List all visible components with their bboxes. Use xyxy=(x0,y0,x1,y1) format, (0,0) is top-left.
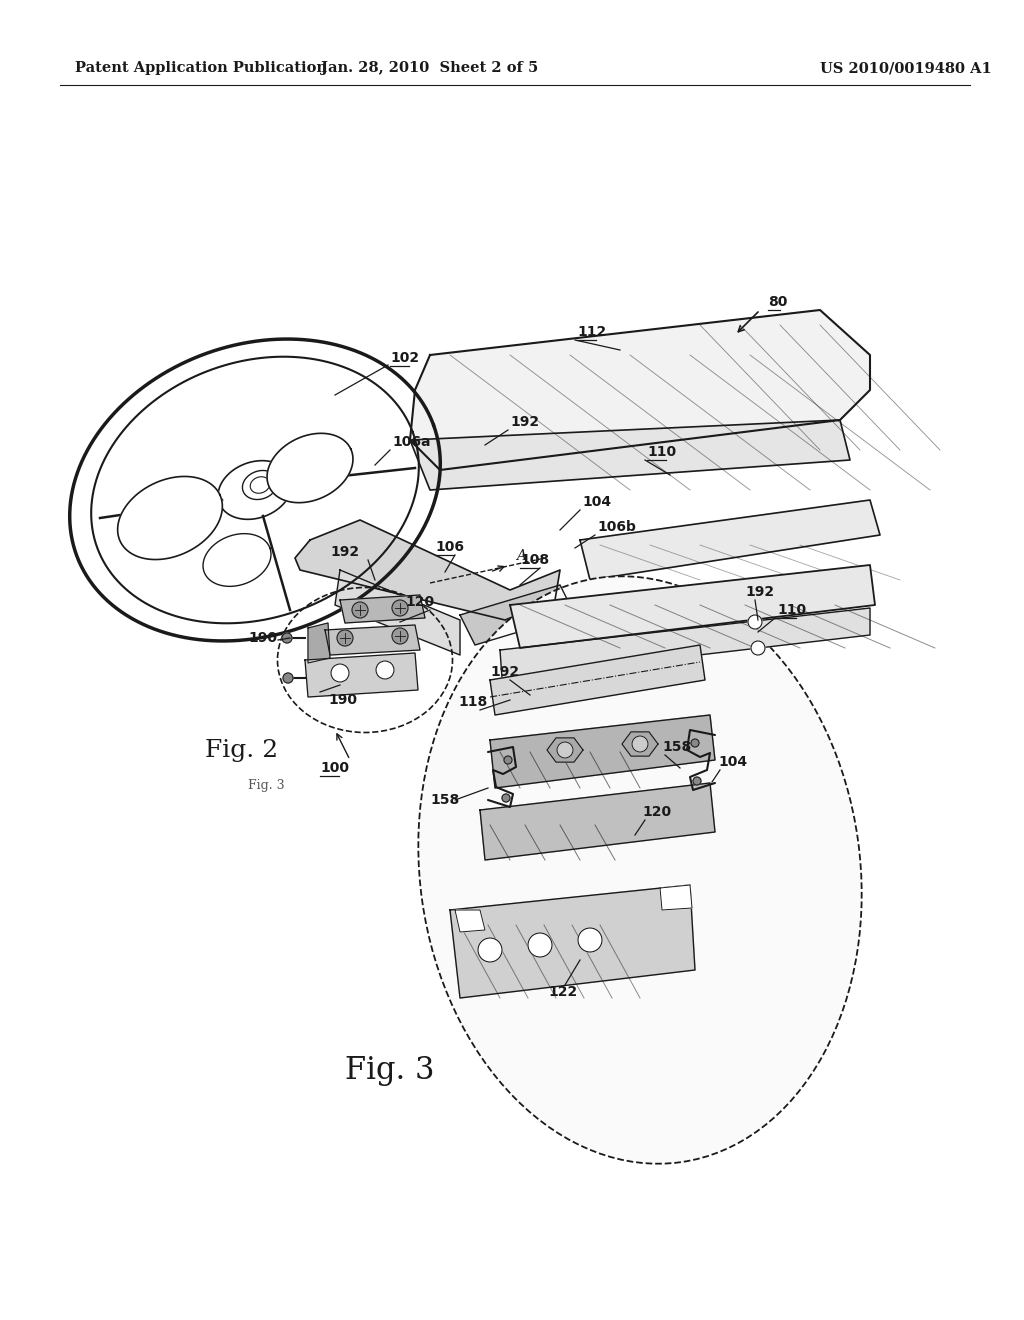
Text: 110: 110 xyxy=(777,603,806,616)
Polygon shape xyxy=(410,420,850,490)
Circle shape xyxy=(352,602,368,618)
Polygon shape xyxy=(267,433,353,503)
Ellipse shape xyxy=(419,577,861,1164)
Circle shape xyxy=(376,661,394,678)
Text: US 2010/0019480 A1: US 2010/0019480 A1 xyxy=(820,61,992,75)
Text: Fig. 3: Fig. 3 xyxy=(345,1055,435,1085)
Text: 108: 108 xyxy=(520,553,549,568)
Text: 106a: 106a xyxy=(392,436,430,449)
Text: 100: 100 xyxy=(319,762,349,775)
Text: 120: 120 xyxy=(642,805,671,818)
Polygon shape xyxy=(325,624,420,655)
Text: A: A xyxy=(516,549,526,564)
Text: 104: 104 xyxy=(582,495,611,510)
Text: 158: 158 xyxy=(430,793,459,807)
Text: 120: 120 xyxy=(406,595,434,609)
Text: 118: 118 xyxy=(458,696,487,709)
Polygon shape xyxy=(622,731,658,756)
Circle shape xyxy=(283,673,293,682)
Text: 112: 112 xyxy=(577,325,606,339)
Text: 190: 190 xyxy=(328,693,357,708)
Text: 192: 192 xyxy=(745,585,774,599)
Circle shape xyxy=(478,939,502,962)
Polygon shape xyxy=(510,565,874,648)
Circle shape xyxy=(578,928,602,952)
Circle shape xyxy=(632,737,648,752)
Text: Jan. 28, 2010  Sheet 2 of 5: Jan. 28, 2010 Sheet 2 of 5 xyxy=(322,61,539,75)
Polygon shape xyxy=(480,783,715,861)
Circle shape xyxy=(528,933,552,957)
Circle shape xyxy=(751,642,765,655)
Polygon shape xyxy=(308,623,330,663)
Polygon shape xyxy=(335,570,460,655)
Polygon shape xyxy=(450,884,695,998)
Text: 106b: 106b xyxy=(597,520,636,535)
Polygon shape xyxy=(660,884,692,909)
Text: 110: 110 xyxy=(647,445,676,459)
Polygon shape xyxy=(547,738,583,762)
Circle shape xyxy=(557,742,573,758)
Polygon shape xyxy=(580,500,880,579)
Text: Fig. 3: Fig. 3 xyxy=(248,779,285,792)
Polygon shape xyxy=(295,520,560,620)
Text: 190: 190 xyxy=(248,631,278,645)
Text: 80: 80 xyxy=(768,294,787,309)
Circle shape xyxy=(392,628,408,644)
Polygon shape xyxy=(340,595,425,623)
Polygon shape xyxy=(500,609,870,678)
Text: Fig. 2: Fig. 2 xyxy=(205,738,279,762)
Circle shape xyxy=(337,630,353,645)
Circle shape xyxy=(693,777,701,785)
Text: Patent Application Publication: Patent Application Publication xyxy=(75,61,327,75)
Polygon shape xyxy=(455,909,485,932)
Text: 158: 158 xyxy=(662,741,691,754)
Text: 192: 192 xyxy=(490,665,519,678)
Polygon shape xyxy=(203,533,271,586)
Polygon shape xyxy=(490,645,705,715)
Text: 106: 106 xyxy=(435,540,464,554)
Polygon shape xyxy=(118,477,222,560)
Polygon shape xyxy=(460,585,575,645)
Circle shape xyxy=(282,634,292,643)
Circle shape xyxy=(502,795,510,803)
Circle shape xyxy=(504,756,512,764)
Text: 192: 192 xyxy=(330,545,359,558)
Circle shape xyxy=(331,664,349,682)
Text: 122: 122 xyxy=(548,985,578,999)
Polygon shape xyxy=(410,310,870,470)
Circle shape xyxy=(691,739,699,747)
Text: 102: 102 xyxy=(390,351,419,366)
Circle shape xyxy=(392,601,408,616)
Polygon shape xyxy=(490,715,715,788)
Circle shape xyxy=(748,615,762,630)
Polygon shape xyxy=(305,653,418,697)
Text: 104: 104 xyxy=(718,755,748,770)
Text: 192: 192 xyxy=(510,414,539,429)
